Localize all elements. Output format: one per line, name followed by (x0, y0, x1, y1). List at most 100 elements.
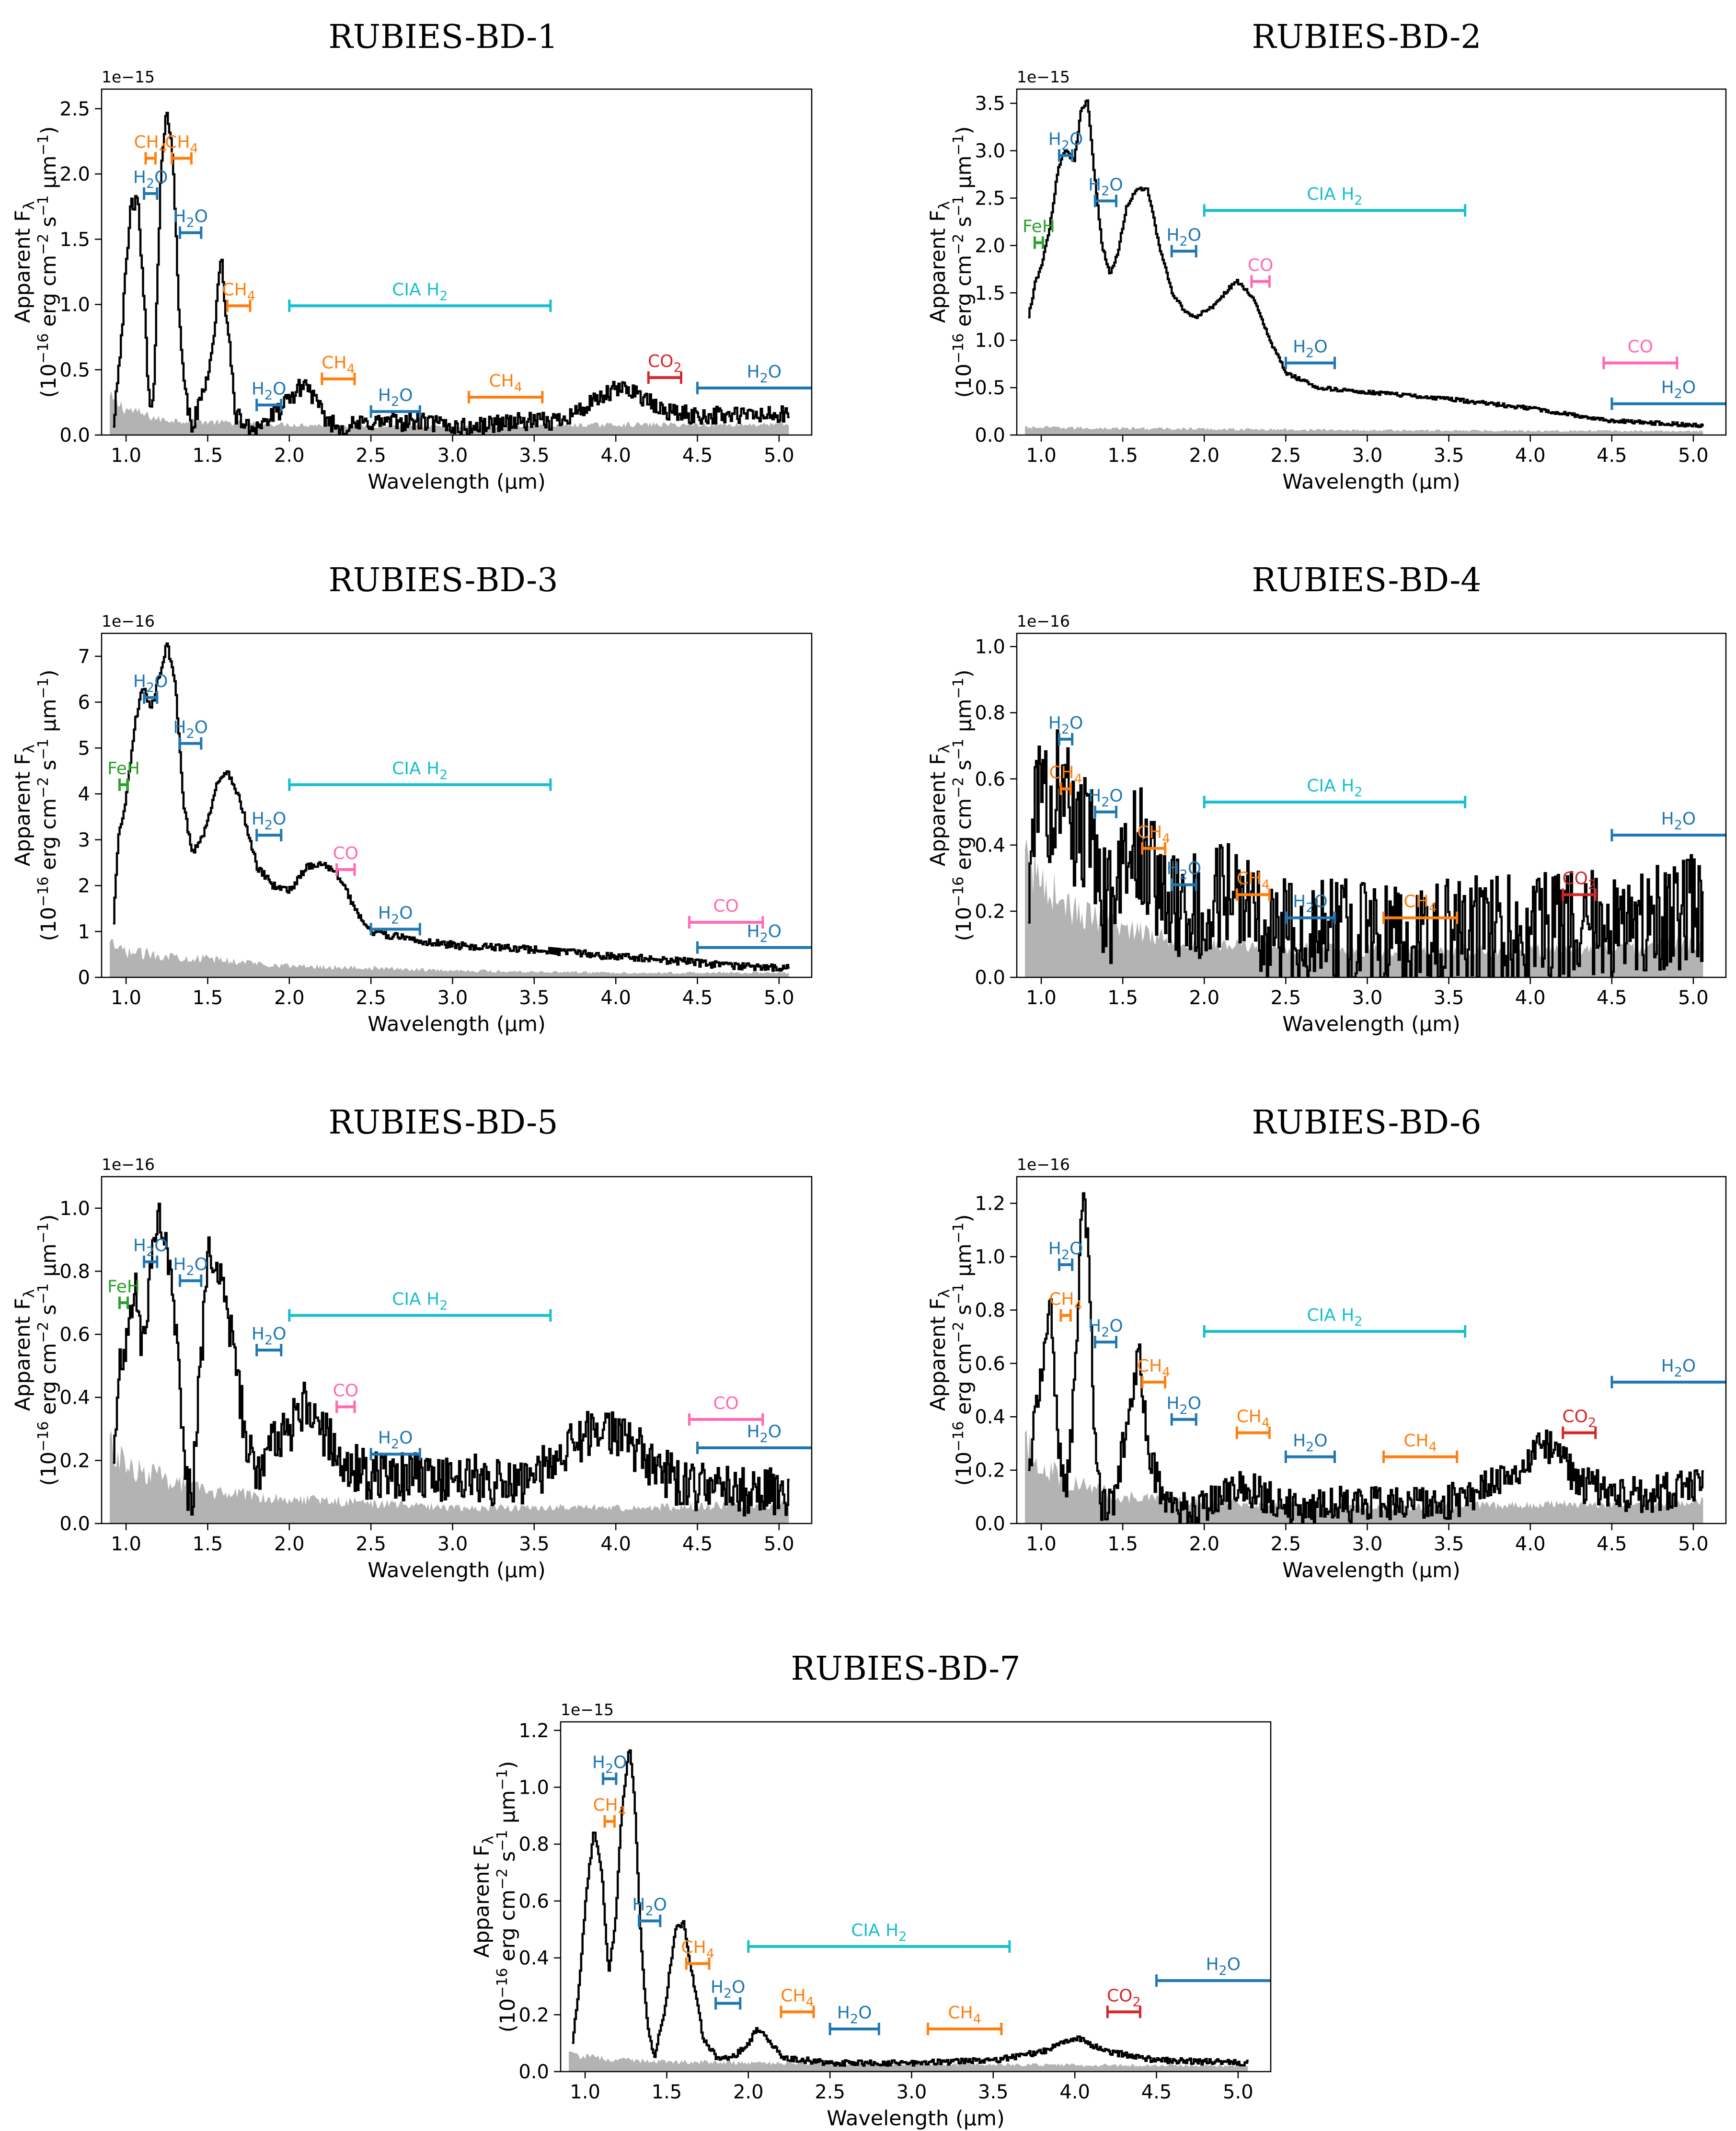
feature-ch4: CH4​ (681, 1937, 714, 1970)
noise-band (110, 939, 789, 977)
x-tick-label: 3.0 (1352, 1533, 1383, 1555)
y-tick-label: 1.0 (518, 1777, 549, 1799)
feature-label: H2O (1166, 859, 1201, 882)
y-axis-label-line2: (10−16 erg cm−2 s−1 µm−1) (35, 1214, 61, 1486)
feature-feh: FeH (1023, 217, 1055, 249)
feature-h2o: H2O (173, 718, 208, 750)
x-tick-label: 2.0 (1189, 445, 1219, 467)
x-tick-label: 3.5 (1434, 445, 1464, 467)
y-tick-label: 0.0 (518, 2061, 549, 2083)
feature-cia: CIA H2​ (1203, 1306, 1467, 1338)
x-axis-label: Wavelength (µm) (1282, 1558, 1460, 1582)
x-tick-label: 4.5 (682, 1533, 713, 1555)
y-tick-label: 0.5 (975, 377, 1005, 399)
feature-co: CO (688, 896, 764, 929)
feature-label: CIA H2​ (1307, 184, 1362, 208)
feature-label: CO (333, 1381, 358, 1400)
x-tick-label: 4.0 (600, 987, 631, 1009)
y-tick-label: 0.2 (59, 1450, 90, 1472)
axis-offset-label: 1e−16 (1017, 1155, 1070, 1174)
y-tick-label: 0.4 (518, 1948, 549, 1970)
y-tick-label: 1.0 (975, 636, 1005, 658)
feature-h2o: H2O (1088, 1316, 1123, 1349)
y-axis-label-line1: Apparent Fλ (926, 1289, 953, 1411)
chart-panel-6: RUBIES-BD-6 H2O CH4​ H2O CH4​ CIA H2​ H2O CH4​ H… (926, 1104, 1727, 1582)
feature-cia: CIA H2​ (747, 1921, 1011, 1953)
axis-offset-label: 1e−16 (102, 612, 155, 630)
feature-h2o: H2O (696, 362, 812, 394)
x-tick-label: 1.5 (1107, 987, 1138, 1009)
feature-label: H2O (133, 1236, 168, 1260)
chart-title: RUBIES-BD-4 (1252, 561, 1481, 599)
noise-band (110, 1431, 789, 1524)
feature-label: H2O (1661, 378, 1696, 401)
x-tick-label: 1.0 (1026, 987, 1057, 1009)
y-tick-label: 0.4 (975, 1406, 1005, 1428)
x-tick-label: 3.0 (1352, 445, 1383, 467)
noise-band (110, 391, 789, 435)
feature-h2o: H2O (711, 1978, 746, 2010)
y-tick-label: 1.0 (59, 294, 90, 316)
plot-area (1025, 729, 1704, 977)
feature-h2o: H2O (592, 1753, 627, 1785)
x-tick-label: 4.0 (1515, 1533, 1546, 1555)
x-tick-label: 2.0 (1189, 1533, 1219, 1555)
axis-offset-label: 1e−15 (1017, 68, 1070, 86)
feature-feh: FeH (107, 1277, 140, 1309)
feature-h2o: H2O (173, 1255, 208, 1287)
noise-band (569, 2051, 1248, 2072)
feature-h2o: H2O (1166, 1394, 1201, 1426)
feature-label: CH4​ (165, 132, 198, 156)
feature-h2o: H2O (1610, 378, 1726, 410)
feature-label: H2O (747, 1422, 782, 1445)
feature-h2o: H2O (1088, 786, 1123, 818)
chart-title: RUBIES-BD-1 (328, 18, 558, 56)
x-tick-label: 3.5 (519, 1533, 550, 1555)
x-tick-label: 4.5 (682, 987, 713, 1009)
axis-offset-label: 1e−15 (102, 68, 155, 86)
y-tick-label: 1.5 (975, 282, 1005, 304)
feature-label: H2O (378, 1428, 413, 1452)
chart-title: RUBIES-BD-2 (1252, 18, 1481, 56)
feature-label: H2O (1048, 1239, 1083, 1262)
y-axis-label-line2: (10−16 erg cm−2 s−1 µm−1) (950, 670, 976, 941)
x-axis-label: Wavelength (µm) (1282, 470, 1460, 494)
x-tick-label: 5.0 (1678, 1533, 1709, 1555)
x-tick-label: 2.5 (1271, 445, 1301, 467)
feature-h2o: H2O (1048, 1239, 1083, 1271)
plot-area (110, 112, 790, 435)
x-tick-label: 3.5 (1434, 987, 1464, 1009)
feature-label: H2O (1088, 786, 1123, 810)
x-tick-label: 1.0 (1026, 1533, 1057, 1555)
y-tick-label: 5 (78, 737, 90, 759)
x-tick-label: 4.5 (682, 445, 713, 467)
feature-cia: CIA H2​ (1203, 184, 1467, 217)
y-axis-label-line1: Apparent Fλ (11, 745, 38, 866)
feature-h2o: H2O (1284, 337, 1336, 369)
feature-co: CO (1248, 256, 1273, 288)
feature-co: CO (1602, 337, 1679, 369)
feature-ch4: CH4​ (468, 371, 544, 403)
x-tick-label: 2.0 (274, 1533, 305, 1555)
feature-label: CH4​ (222, 280, 255, 303)
feature-h2o: H2O (696, 922, 812, 954)
feature-label: CO2​ (1107, 1986, 1141, 2009)
spectrum-line (113, 1203, 790, 1517)
y-tick-label: 7 (78, 646, 90, 668)
feature-label: H2O (837, 2003, 872, 2027)
feature-h2o: H2O (696, 1422, 812, 1455)
noise-band (1025, 1430, 1703, 1524)
feature-cia: CIA H2​ (1203, 776, 1467, 809)
feature-cia: CIA H2​ (288, 1290, 552, 1322)
y-tick-label: 2.5 (975, 187, 1005, 209)
x-tick-label: 2.0 (733, 2081, 764, 2103)
y-tick-label: 0.8 (518, 1833, 549, 1856)
feature-co: CO (333, 1381, 358, 1413)
y-tick-label: 0.5 (59, 359, 90, 381)
y-tick-label: 0.8 (975, 702, 1005, 724)
y-tick-label: 0.6 (518, 1890, 549, 1913)
feature-label: CO (713, 896, 738, 916)
y-tick-label: 0.0 (975, 1513, 1005, 1535)
y-tick-label: 0 (78, 967, 90, 989)
